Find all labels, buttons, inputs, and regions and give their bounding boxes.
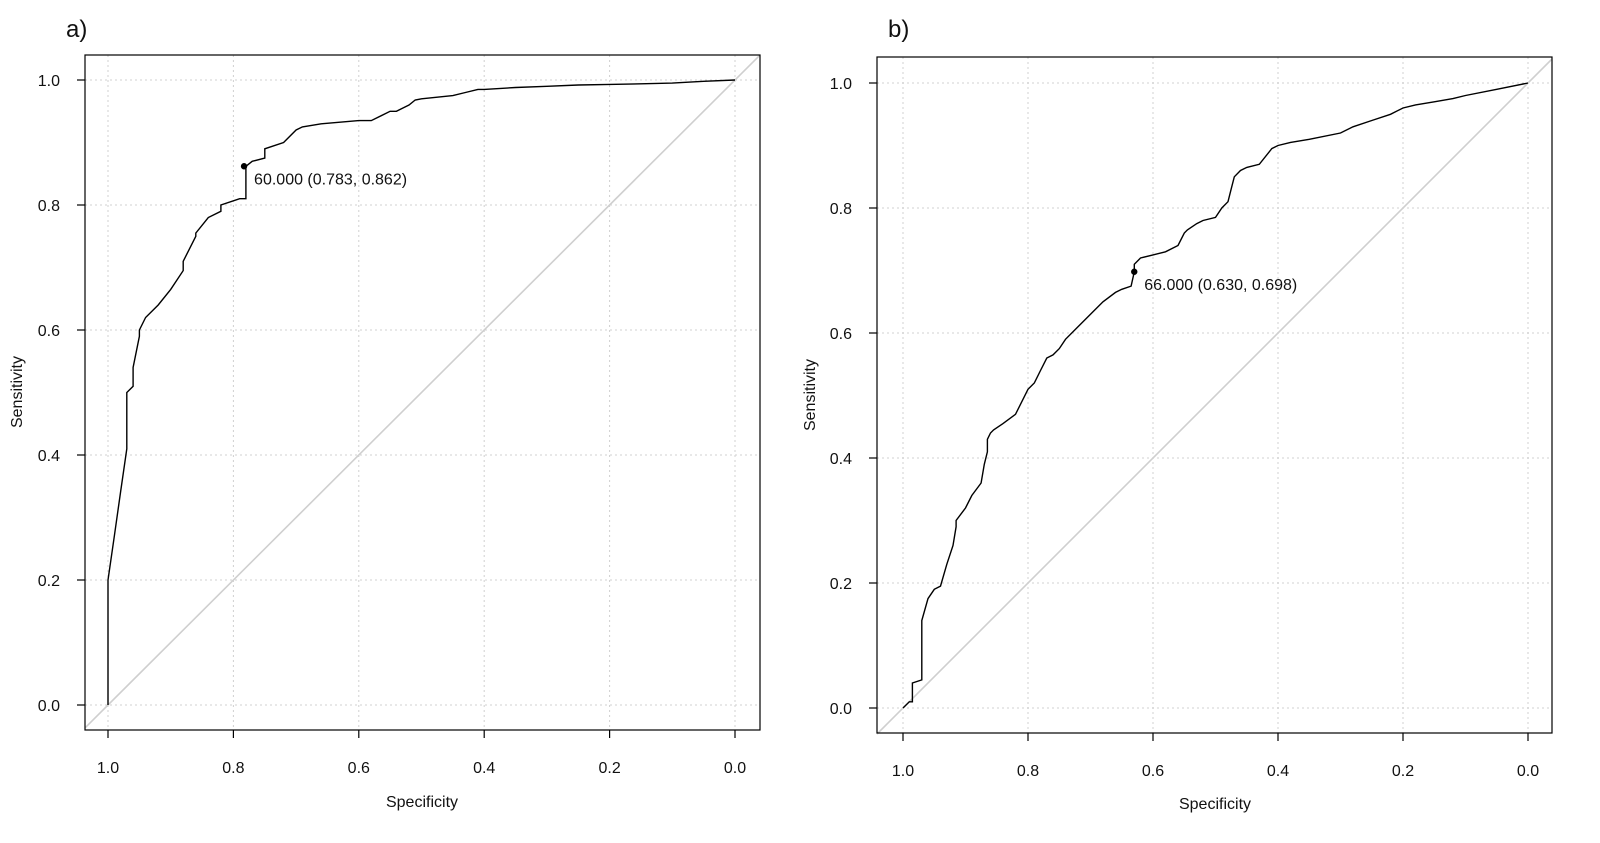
- y-tick-label: 0.8: [38, 198, 60, 215]
- grid: [877, 57, 1552, 733]
- y-tick-label: 0.2: [830, 576, 852, 593]
- panel-label: b): [888, 16, 909, 43]
- y-tick-label: 0.6: [830, 326, 852, 343]
- x-tick-label: 0.2: [1392, 763, 1414, 780]
- y-tick-label: 0.6: [38, 323, 60, 340]
- y-axis-title: Sensitivity: [802, 359, 819, 431]
- x-tick-label: 0.4: [473, 760, 495, 777]
- reference-diagonal-line: [84, 54, 761, 729]
- x-tick-label: 0.0: [1517, 763, 1539, 780]
- roc-panel-b: 1.0 0.8 0.6 0.4 0.2 0.0 0.0 0.2 0.4 0.6 0.8 1.0 Spec…: [802, 16, 1553, 813]
- y-tick-label: 1.0: [38, 73, 60, 90]
- y-axis-title: Sensitivity: [9, 356, 26, 428]
- optimal-threshold-label: 66.000 (0.630, 0.698): [1144, 277, 1297, 294]
- x-tick-label: 0.8: [222, 760, 244, 777]
- x-axis-title: Specificity: [386, 794, 458, 811]
- x-tick-label: 0.0: [724, 760, 746, 777]
- reference-diagonal-line: [876, 58, 1553, 735]
- x-tick-label: 1.0: [97, 760, 119, 777]
- y-tick-label: 0.2: [38, 573, 60, 590]
- y-tick-label: 0.0: [38, 698, 60, 715]
- y-tick-label: 0.0: [830, 701, 852, 718]
- y-tick-label: 0.4: [830, 451, 852, 468]
- roc-panel-a: 1.0 0.8 0.6 0.4 0.2 0.0 0.0 0.2 0.4 0.6 0.8 1.0 Spec…: [9, 16, 761, 811]
- x-tick-label: 0.6: [348, 760, 370, 777]
- plot-frame: [84, 54, 761, 731]
- optimal-threshold-label: 60.000 (0.783, 0.862): [254, 171, 407, 188]
- y-tick-label: 0.4: [38, 448, 60, 465]
- y-tick-label: 1.0: [830, 76, 852, 93]
- optimal-threshold-point: [240, 163, 248, 170]
- x-tick-label: 0.6: [1142, 763, 1164, 780]
- y-tick-label: 0.8: [830, 201, 852, 218]
- plot-frame: [876, 56, 1553, 734]
- x-tick-label: 0.2: [598, 760, 620, 777]
- panel-label: a): [66, 16, 87, 43]
- optimal-threshold-point: [1131, 268, 1138, 275]
- roc-curve-line: [107, 79, 736, 705]
- x-tick-label: 1.0: [892, 763, 914, 780]
- x-tick-label: 0.8: [1017, 763, 1039, 780]
- roc-curve-line: [902, 82, 1529, 709]
- x-tick-label: 0.4: [1267, 763, 1289, 780]
- x-axis-title: Specificity: [1179, 796, 1251, 813]
